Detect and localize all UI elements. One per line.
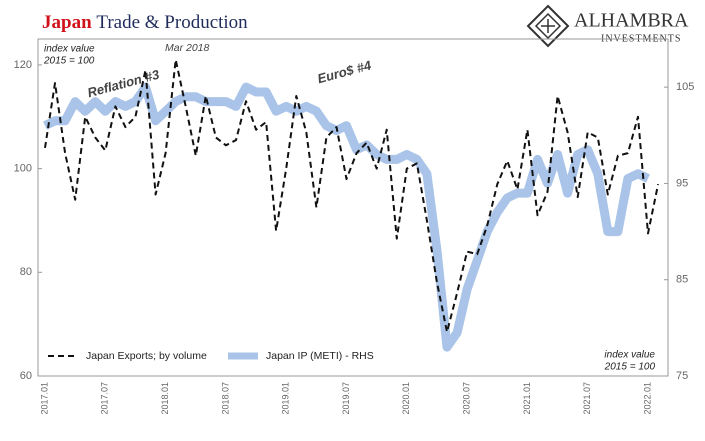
logo-text: ALHAMBRA [574, 10, 689, 32]
y2-tick-label: 85 [676, 274, 688, 286]
y2-tick-label: 75 [676, 370, 688, 382]
title-rest: Trade & Production [96, 12, 248, 33]
title-highlight: Japan [42, 12, 92, 33]
legend-label: Japan Exports; by volume [86, 350, 207, 362]
series-line [43, 82, 650, 352]
annotation: Mar 2018 [165, 42, 210, 54]
x-tick-label: 2019.07 [341, 382, 351, 415]
x-tick-label: 2020.01 [401, 382, 411, 415]
x-tick-label: 2020.07 [461, 382, 471, 415]
x-tick-label: 2018.07 [220, 382, 230, 415]
y-tick-label: 80 [20, 266, 32, 278]
x-tick-label: 2021.01 [522, 382, 532, 415]
y2-axis-note: index value [604, 350, 655, 361]
y-axis-note: 2015 = 100 [43, 56, 95, 67]
y2-axis-note: 2015 = 100 [604, 362, 656, 373]
y2-tick-label: 105 [676, 81, 694, 93]
x-tick-label: 2018.01 [160, 382, 170, 415]
y-tick-label: 100 [14, 163, 32, 175]
x-tick-label: 2019.01 [281, 382, 291, 415]
plot-frame [37, 38, 669, 377]
y-axis-note: index value [44, 44, 95, 55]
x-tick-label: 2022.01 [642, 382, 652, 415]
x-tick-label: 2017.07 [100, 382, 110, 415]
x-tick-label: 2017.01 [39, 382, 49, 415]
logo-diamond [526, 4, 570, 48]
chart-title: Japan Trade & Production [42, 12, 248, 33]
logo-inner [534, 12, 562, 40]
x-tick-label: 2021.07 [582, 382, 592, 415]
series-line [44, 58, 660, 333]
y-tick-label: 60 [20, 370, 32, 382]
legend-label: Japan IP (METI) - RHS [266, 350, 374, 362]
y-tick-label: 120 [14, 59, 32, 71]
y2-tick-label: 95 [676, 177, 688, 189]
